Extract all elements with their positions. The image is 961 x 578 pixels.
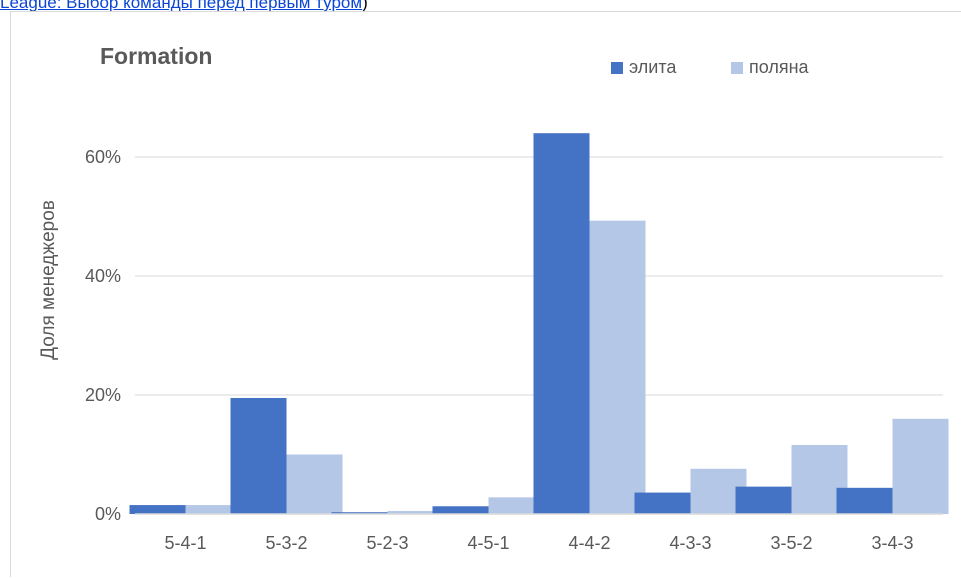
x-tick-label: 5-4-1 — [164, 533, 206, 553]
bar-elite-5-4-1 — [129, 505, 186, 514]
bar-elite-3-5-2 — [735, 486, 792, 514]
legend-swatch-2 — [731, 62, 743, 74]
bar-polyana-4-5-1 — [488, 497, 545, 514]
bar-polyana-3-4-3 — [892, 418, 949, 514]
y-tick-label: 20% — [85, 385, 121, 405]
y-tick-label: 60% — [85, 147, 121, 167]
bar-polyana-5-2-3 — [387, 511, 444, 514]
legend-swatch-1 — [611, 62, 623, 74]
bar-elite-4-4-2 — [533, 133, 590, 514]
x-tick-label: 4-5-1 — [467, 533, 509, 553]
bar-polyana-5-4-1 — [185, 505, 242, 514]
bar-elite-5-3-2 — [230, 397, 287, 514]
source-link[interactable]: League: Выбор команды перед первым туром — [0, 0, 363, 12]
bar-elite-4-5-1 — [432, 506, 489, 514]
legend-label-2: поляна — [749, 57, 810, 77]
chart-title: Formation — [100, 43, 212, 69]
x-tick-label: 3-5-2 — [770, 533, 812, 553]
bar-elite-4-3-3 — [634, 492, 691, 514]
x-tick-label: 4-4-2 — [568, 533, 610, 553]
bar-polyana-4-4-2 — [589, 220, 646, 515]
x-tick-label: 4-3-3 — [669, 533, 711, 553]
y-axis-label: Доля менеджеров — [38, 200, 59, 360]
y-tick-label: 40% — [85, 266, 121, 286]
legend-label-1: элита — [629, 57, 677, 77]
source-reference: League: Выбор команды перед первым туром… — [0, 0, 368, 13]
x-tick-label: 5-2-3 — [366, 533, 408, 553]
x-tick-label: 3-4-3 — [871, 533, 913, 553]
bar-polyana-5-3-2 — [286, 454, 343, 514]
chart-frame: Formation элита поляна 0% 20% 40% 60% Доля мене… — [10, 11, 961, 577]
bar-elite-5-2-3 — [331, 512, 388, 514]
y-tick-label: 0% — [95, 504, 121, 524]
source-link-closing: ) — [362, 0, 368, 12]
chart-svg: Formation элита поляна 0% 20% 40% 60% Доля мене… — [38, 43, 949, 553]
bar-elite-3-4-3 — [836, 487, 893, 514]
x-tick-label: 5-3-2 — [265, 533, 307, 553]
